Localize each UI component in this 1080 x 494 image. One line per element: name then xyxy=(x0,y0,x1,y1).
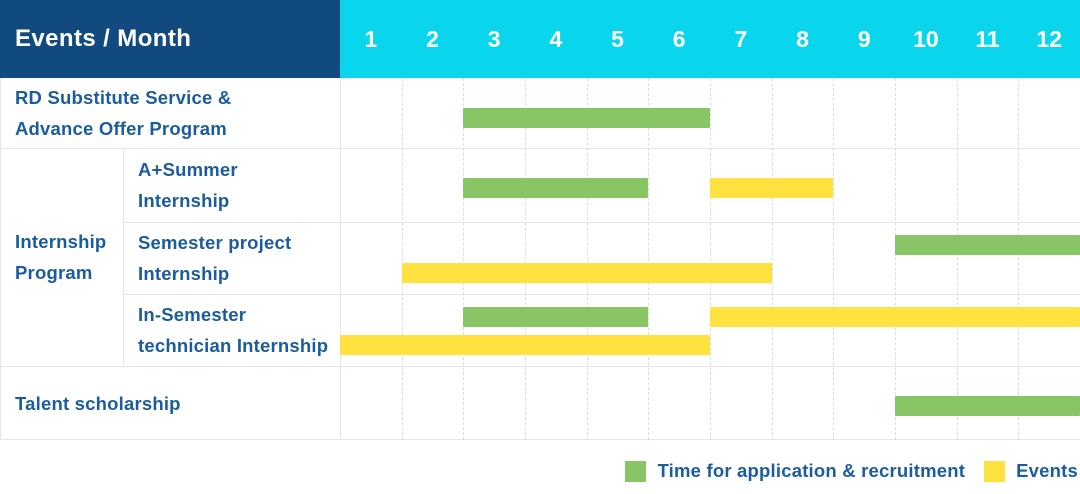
label-line: Internship xyxy=(138,263,230,284)
legend-item-events: Events xyxy=(984,460,1078,482)
month-header-row: 1 2 3 4 5 6 7 8 9 10 11 12 xyxy=(340,0,1080,78)
events-month-header-cell: Events / Month xyxy=(0,0,340,78)
gantt-bar-application xyxy=(895,396,1080,416)
month-header-3: 3 xyxy=(487,25,501,52)
row-label-text: In-Semester technician Internship xyxy=(123,299,328,361)
label-line: Semester project xyxy=(138,232,292,253)
row-label-4: Talent scholarship xyxy=(0,366,340,440)
gantt-bar-events xyxy=(340,335,710,355)
row-label-text: Talent scholarship xyxy=(0,388,181,419)
gantt-bar-application xyxy=(463,307,649,327)
gantt-body: RD Substitute Service & Advance Offer Pro… xyxy=(0,78,1080,440)
row-group-label-text: Internship Program xyxy=(0,226,106,288)
gantt-bar-events xyxy=(401,263,772,283)
legend-label-application: Time for application & recruitment xyxy=(657,460,966,481)
month-header-5: 5 xyxy=(611,25,624,52)
month-header-7: 7 xyxy=(734,25,748,52)
label-line: Advance Offer Program xyxy=(15,118,227,139)
legend-label-events: Events xyxy=(1016,460,1078,481)
row-label-3: In-Semester technician Internship xyxy=(123,294,340,366)
grid-vline xyxy=(340,78,341,440)
month-gridline xyxy=(586,78,588,440)
label-line: Program xyxy=(15,262,93,283)
gantt-bar-application xyxy=(895,235,1080,255)
month-header-11: 11 xyxy=(975,25,1000,52)
gantt-bar-events xyxy=(710,307,1080,327)
label-line: RD Substitute Service & xyxy=(15,87,232,108)
month-gridline xyxy=(710,78,711,440)
label-line: Internship xyxy=(138,190,230,211)
label-line: Internship xyxy=(15,231,107,252)
row-label-0: RD Substitute Service & Advance Offer Pro… xyxy=(0,78,340,148)
month-gridline xyxy=(525,78,526,440)
row-label-2: Semester project Internship xyxy=(123,222,340,294)
gantt-bar-application xyxy=(463,108,710,128)
label-line: technician Internship xyxy=(138,335,329,356)
month-gridline xyxy=(833,78,835,440)
row-label-text: Semester project Internship xyxy=(123,227,291,289)
month-header-6: 6 xyxy=(672,25,686,52)
row-label-1: A+Summer Internship xyxy=(123,148,340,222)
month-gridline xyxy=(648,78,650,440)
month-header-4: 4 xyxy=(549,25,563,52)
month-gridline xyxy=(956,78,958,440)
label-line: A+Summer xyxy=(138,159,238,180)
month-gridline xyxy=(401,78,403,440)
legend-swatch-application xyxy=(625,460,647,482)
row-label-text: A+Summer Internship xyxy=(123,154,238,216)
row-group-label: Internship Program xyxy=(0,148,123,366)
month-header-9: 9 xyxy=(857,25,871,52)
month-gridline xyxy=(895,78,896,440)
month-gridline xyxy=(463,78,465,440)
month-header-1: 1 xyxy=(364,25,378,52)
legend-item-application: Time for application & recruitment xyxy=(625,460,965,482)
legend: Time for application & recruitment Events xyxy=(0,454,1078,488)
month-header-10: 10 xyxy=(913,25,939,52)
gantt-bar-application xyxy=(463,178,649,198)
label-line: In-Semester xyxy=(138,304,247,325)
month-gridline xyxy=(1018,78,1020,440)
gantt-bar-events xyxy=(710,178,834,198)
legend-swatch-events xyxy=(984,460,1006,482)
table-header-row: Events / Month 1 2 3 4 5 6 7 8 9 10 11 12 xyxy=(0,0,1080,78)
month-header-2: 2 xyxy=(426,25,439,52)
month-header-12: 12 xyxy=(1036,25,1063,52)
month-header-8: 8 xyxy=(796,25,809,52)
row-label-text: RD Substitute Service & Advance Offer Pro… xyxy=(0,82,231,144)
label-line: Talent scholarship xyxy=(15,392,181,414)
month-gridline xyxy=(771,78,773,440)
